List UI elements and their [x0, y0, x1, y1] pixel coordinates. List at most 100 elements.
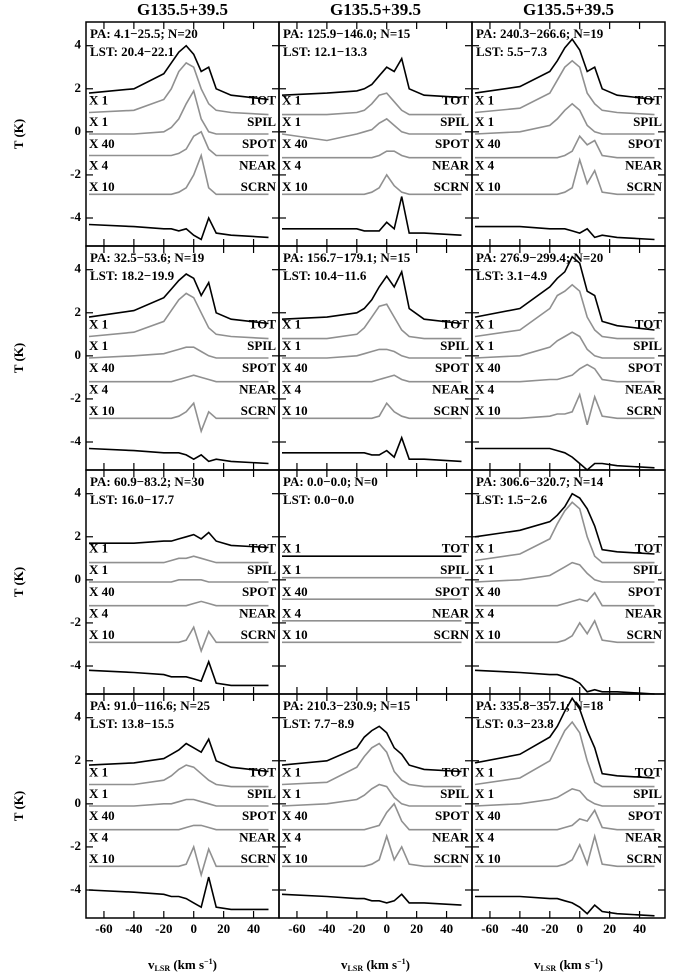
scale-label: X 1: [282, 765, 301, 780]
y-tick-label: -4: [70, 209, 81, 224]
spectrum-line: [475, 225, 655, 241]
scale-label: X 10: [475, 403, 501, 418]
series-label: TOT: [635, 317, 663, 332]
spectrum-line: [281, 117, 462, 142]
y-tick-label: 4: [75, 37, 82, 52]
y-tick-label: 2: [75, 752, 82, 767]
y-tick-label: -4: [70, 433, 81, 448]
series-label: SCRN: [627, 851, 663, 866]
pa-label: PA: 276.9−299.4; N=20: [476, 250, 603, 265]
series-label: SCRN: [627, 179, 663, 194]
lst-label: LST: 16.0−17.7: [90, 492, 175, 507]
spectrum-line: [474, 283, 655, 340]
x-axis-label-part: −1: [204, 957, 213, 966]
scale-label: X 1: [89, 93, 108, 108]
x-tick-label: 0: [576, 921, 583, 936]
scale-label: X 40: [475, 360, 501, 375]
x-axis-label-part: LSR: [155, 964, 171, 973]
scale-label: X 1: [475, 317, 494, 332]
series-label: SPIL: [440, 338, 469, 353]
series-label: TOT: [249, 765, 277, 780]
y-tick-label: 2: [75, 528, 82, 543]
scale-label: X 40: [475, 136, 501, 151]
scale-label: X 40: [282, 136, 308, 151]
y-axis-label: T (K): [11, 567, 26, 597]
pa-label: PA: 4.1−25.5; N=20: [90, 26, 198, 41]
y-tick-label: 4: [75, 709, 82, 724]
scale-label: X 10: [89, 627, 115, 642]
spectrum-line: [89, 401, 269, 434]
x-tick-label: -60: [481, 921, 498, 936]
spectrum-line: [474, 787, 655, 807]
scale-label: X 10: [282, 851, 308, 866]
spectrum-line: [282, 173, 462, 196]
scale-label: X 1: [282, 786, 301, 801]
y-tick-label: 0: [75, 347, 82, 362]
x-axis-label-part: ): [406, 957, 410, 972]
spectrum-line: [88, 737, 269, 773]
scale-label: X 40: [282, 584, 308, 599]
spectrum-line: [282, 401, 462, 420]
series-label: SCRN: [627, 403, 663, 418]
spectrum-line: [282, 374, 462, 383]
pa-label: PA: 91.0−116.6; N=25: [90, 698, 211, 713]
series-label: SPIL: [440, 562, 469, 577]
y-tick-label: -2: [70, 838, 81, 853]
spectrum-line: [474, 37, 655, 101]
series-label: NEAR: [625, 605, 662, 620]
spectrum-line: [474, 501, 655, 564]
series-label: SPOT: [628, 584, 662, 599]
x-axis-label-part: ): [213, 957, 217, 972]
series-label: SPIL: [633, 562, 662, 577]
y-axis-label: T (K): [11, 343, 26, 373]
pa-label: PA: 32.5−53.6; N=19: [90, 250, 205, 265]
series-label: SPIL: [440, 114, 469, 129]
spectrum-line: [282, 92, 462, 116]
column-title: G135.5+39.5: [330, 0, 421, 19]
series-label: SCRN: [627, 627, 663, 642]
lst-label: LST: 0.3−23.8: [476, 716, 554, 731]
series-label: SPIL: [247, 338, 276, 353]
y-axis-label: T (K): [11, 119, 26, 149]
spectrum-line: [282, 150, 462, 159]
scale-label: X 10: [475, 627, 501, 642]
scale-label: X 1: [282, 338, 301, 353]
lst-label: LST: 0.0−0.0: [283, 492, 354, 507]
series-label: SPOT: [242, 136, 276, 151]
y-tick-label: -2: [70, 166, 81, 181]
lst-label: LST: 10.4−11.6: [283, 268, 367, 283]
series-label: SPIL: [440, 786, 469, 801]
series-label: SCRN: [241, 627, 277, 642]
series-label: SPOT: [628, 136, 662, 151]
y-tick-label: 0: [75, 571, 82, 586]
spectrum-line: [282, 802, 462, 831]
spectrum-line: [281, 269, 462, 325]
spectrum-line: [282, 303, 462, 340]
scale-label: X 10: [282, 403, 308, 418]
spectrum-line: [282, 196, 462, 236]
series-label: NEAR: [239, 157, 276, 172]
x-tick-label: 20: [603, 921, 616, 936]
spectrum-line: [89, 130, 269, 157]
scale-label: X 1: [282, 114, 301, 129]
scale-label: X 10: [89, 851, 115, 866]
lst-label: LST: 3.1−4.9: [476, 268, 548, 283]
scale-label: X 10: [89, 403, 115, 418]
scale-label: X 4: [475, 605, 495, 620]
x-axis-label-part: −1: [590, 957, 599, 966]
spectrum-line: [475, 447, 655, 472]
spectrum-line: [281, 742, 462, 788]
spectrum-line: [88, 876, 269, 911]
spectrum-line: [88, 659, 269, 687]
lst-label: LST: 18.2−19.9: [90, 268, 175, 283]
x-axis-label-part: (km s: [363, 957, 397, 972]
x-axis-label-part: LSR: [541, 964, 557, 973]
scale-label: X 1: [89, 562, 108, 577]
scale-label: X 40: [282, 360, 308, 375]
series-label: NEAR: [432, 605, 469, 620]
spectrum-line: [89, 798, 269, 807]
spectrum-line: [282, 435, 462, 463]
series-label: NEAR: [432, 381, 469, 396]
series-label: SPOT: [242, 584, 276, 599]
